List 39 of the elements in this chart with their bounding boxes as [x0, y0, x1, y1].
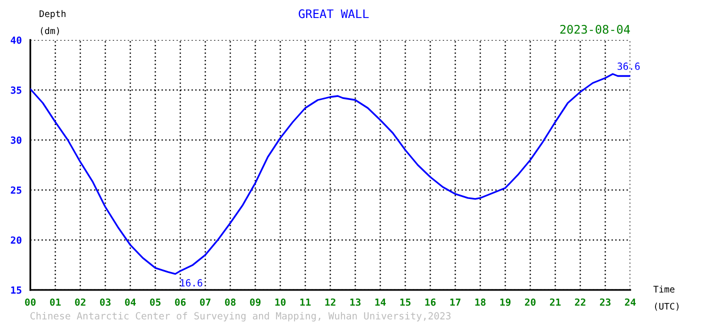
chart-title: GREAT WALL — [298, 9, 369, 18]
y-tick-label: 35 — [10, 86, 22, 94]
x-tick-label: 15 — [400, 298, 410, 306]
x-tick-label: 18 — [475, 298, 486, 306]
x-tick-label: 04 — [125, 298, 136, 306]
x-tick-label: 20 — [524, 298, 536, 306]
y-tick-label: 20 — [10, 236, 22, 244]
x-tick-label: 24 — [624, 298, 636, 306]
x-tick-label: 01 — [50, 298, 61, 306]
x-tick-label: 09 — [250, 298, 261, 306]
y-tick-label: 15 — [11, 286, 22, 294]
text: Chinese Antarctic Center of Surveying and Mapping, Wuhan University,2023 — [30, 312, 451, 322]
x-tick-label: 23 — [600, 298, 610, 306]
x-tick-label: 00 — [25, 298, 36, 306]
x-tick-label: 22 — [574, 298, 586, 306]
x-tick-label: 03 — [100, 298, 111, 306]
x-tick-label: 17 — [450, 298, 460, 306]
x-tick-label: 11 — [300, 298, 311, 306]
x-tick-label: 05 — [150, 298, 160, 306]
text: 2023-08-04 — [560, 24, 630, 34]
y-tick-label: 30 — [10, 136, 22, 144]
y-tick-label: 25 — [10, 186, 22, 194]
x-tick-label: 07 — [200, 298, 210, 306]
x-tick-label: 21 — [550, 298, 561, 306]
x-tick-label: 19 — [500, 298, 511, 306]
line-series — [30, 73, 630, 275]
x-tick-label: 08 — [225, 298, 236, 306]
x-axis-title: Time (UTC) — [653, 286, 678, 311]
y-axis-title: Depth (dm) — [40, 10, 66, 36]
annotation: 36.6 — [618, 62, 640, 70]
x-tick-label: 02 — [75, 298, 86, 306]
x-tick-label: 16 — [425, 298, 436, 306]
x-tick-label: 12 — [325, 298, 336, 306]
annotation: 16.6 — [180, 279, 202, 287]
x-tick-label: 14 — [375, 298, 386, 306]
x-tick-label: 13 — [350, 298, 361, 306]
x-tick-label: 06 — [175, 298, 186, 306]
x-tick-label: 10 — [275, 298, 286, 306]
y-tick-label: 40 — [10, 36, 22, 44]
